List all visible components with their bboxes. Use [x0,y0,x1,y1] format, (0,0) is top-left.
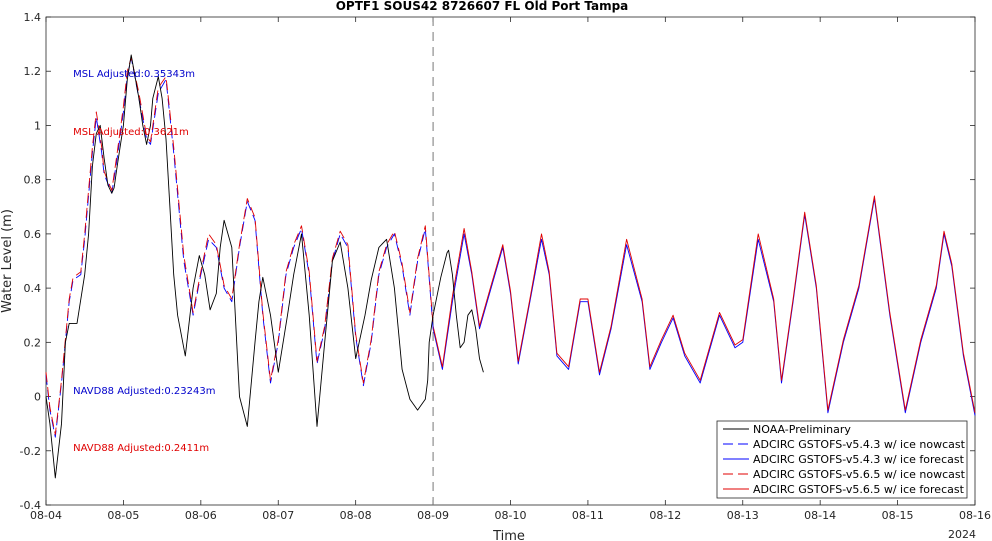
y-tick-label: 0.8 [24,174,42,187]
x-tick-label: 08-14 [804,509,836,522]
y-tick-label: 0 [34,391,41,404]
legend-entry: ADCIRC GSTOFS-v5.6.5 w/ ice forecast [753,483,965,496]
x-tick-label: 08-10 [495,509,527,522]
legend-entry: ADCIRC GSTOFS-v5.6.5 w/ ice nowcast [753,468,966,481]
y-tick-label: 0.4 [24,282,42,295]
x-tick-label: 08-13 [727,509,759,522]
legend-entry: NOAA-Preliminary [753,423,851,436]
x-tick-label: 08-05 [107,509,139,522]
datum-annotation: MSL Adjusted:0.35343m [73,69,195,80]
x-tick-label: 08-11 [572,509,604,522]
legend-entry: ADCIRC GSTOFS-v5.4.3 w/ ice forecast [753,453,965,466]
x-year-label: 2024 [948,528,976,541]
x-tick-label: 08-04 [30,509,62,522]
series-line-1 [45,57,434,438]
datum-annotation: NAVD88 Adjusted:0.2411m [73,443,209,454]
x-tick-label: 08-15 [882,509,914,522]
y-tick-label: -0.2 [20,445,41,458]
x-tick-label: 08-06 [185,509,217,522]
y-tick-label: 1.4 [24,11,42,24]
x-tick-label: 08-12 [649,509,681,522]
y-axis-label: Water Level (m) [0,209,15,313]
datum-annotation: MSL Adjusted:0.3621m [73,127,189,138]
chart-title: OPTF1 SOUS42 8726607 FL Old Port Tampa [336,0,629,13]
legend-box [716,420,968,499]
x-tick-label: 08-09 [417,509,449,522]
x-axis-label: Time [492,529,525,541]
datum-annotation: NAVD88 Adjusted:0.23243m [73,386,215,397]
series-lines [45,17,976,505]
datum-annotations: MSL Adjusted:0.35343m MSL Adjusted:0.3621… [73,69,215,454]
x-tick-label: 08-08 [340,509,372,522]
legend-entry: ADCIRC GSTOFS-v5.4.3 w/ ice nowcast [753,438,966,451]
y-tick-label: 0.2 [24,336,42,349]
axis-ticks: 08-04 08-05 08-06 08-07 08-08 08-09 08-10 08-11… [20,11,991,522]
y-tick-label: 0.6 [24,228,42,241]
series-line-4 [432,195,976,413]
y-tick-label: 1.2 [24,65,42,78]
series-line-3 [45,57,434,435]
y-tick-label: 1 [34,119,41,132]
legend: NOAA-Preliminary ADCIRC GSTOFS-v5.4.3 w/ … [716,420,968,499]
x-tick-label: 08-16 [959,509,991,522]
series-line-0 [45,54,484,479]
x-tick-label: 08-07 [262,509,294,522]
y-tick-label: -0.4 [20,499,41,512]
